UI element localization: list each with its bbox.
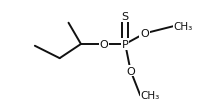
Text: CH₃: CH₃ xyxy=(173,22,192,32)
Text: CH₃: CH₃ xyxy=(140,91,160,100)
Text: O: O xyxy=(100,40,108,50)
Text: O: O xyxy=(140,29,149,39)
Text: O: O xyxy=(126,66,135,76)
Text: S: S xyxy=(122,12,129,21)
Text: P: P xyxy=(122,40,129,50)
